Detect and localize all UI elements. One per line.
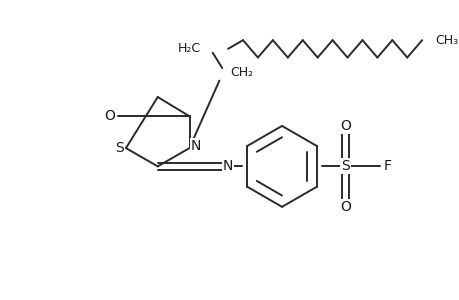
Text: O: O (339, 119, 350, 133)
Text: F: F (383, 159, 391, 173)
Text: N: N (223, 159, 233, 173)
Text: CH₃: CH₃ (435, 34, 458, 47)
Text: H₂C: H₂C (178, 42, 201, 55)
Text: O: O (104, 109, 115, 123)
Text: CH₂: CH₂ (230, 66, 252, 80)
Text: N: N (190, 139, 201, 153)
Text: O: O (339, 200, 350, 214)
Text: S: S (341, 159, 349, 173)
Text: S: S (115, 141, 123, 155)
